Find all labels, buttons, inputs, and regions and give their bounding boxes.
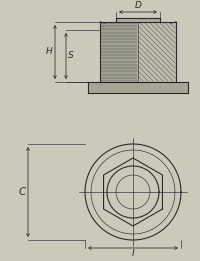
- Text: I: I: [131, 250, 134, 258]
- Text: C: C: [19, 187, 26, 197]
- Bar: [100, 22, 175, 82]
- Text: S: S: [68, 51, 73, 61]
- Bar: [137, 23, 174, 81]
- Bar: [88, 82, 187, 93]
- Text: H: H: [46, 48, 53, 56]
- Bar: [115, 18, 159, 22]
- Bar: [100, 23, 136, 81]
- Text: D: D: [134, 2, 141, 10]
